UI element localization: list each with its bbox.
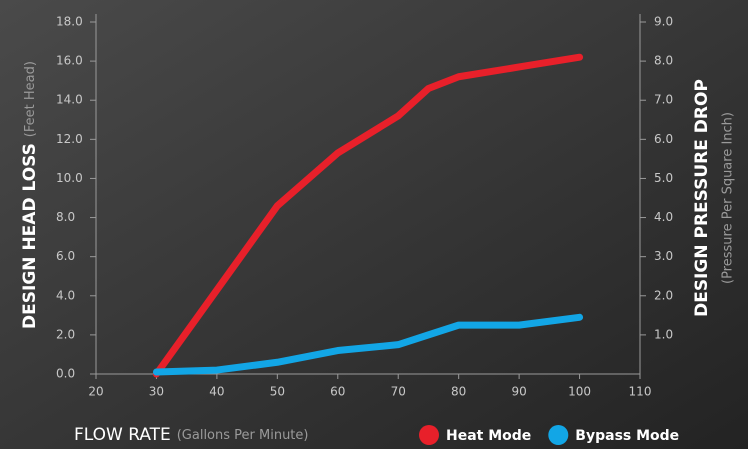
y-tick-label: 10.0 [56, 171, 83, 185]
y-tick-label: 8.0 [56, 210, 75, 224]
x-axis-label: FLOW RATE [74, 425, 171, 445]
y2-tick-label: 2.0 [654, 288, 673, 302]
x-tick-label: 80 [451, 385, 466, 399]
y-axis-label: DESIGN HEAD LOSS [20, 143, 40, 329]
y2-tick-label: 7.0 [654, 93, 673, 107]
y-tick-label: 16.0 [56, 54, 83, 68]
x-tick-label: 20 [88, 385, 103, 399]
y-axis-note: (Feet Head) [23, 61, 38, 137]
x-tick-label: 90 [511, 385, 526, 399]
legend-marker [548, 425, 569, 445]
x-tick-label: 110 [629, 385, 652, 399]
series-line [152, 313, 584, 376]
legend-label: Heat Mode [446, 428, 531, 444]
y2-tick-label: 3.0 [654, 249, 673, 263]
y-tick-label: 12.0 [56, 132, 83, 146]
x-axis-note: (Gallons Per Minute) [177, 428, 309, 443]
y-tick-label: 6.0 [56, 249, 75, 263]
y-tick-label: 14.0 [56, 93, 83, 107]
x-tick-label: 30 [149, 385, 164, 399]
y-tick-label: 18.0 [56, 15, 83, 29]
x-tick-label: 40 [209, 385, 224, 399]
y2-axis-note: (Pressure Per Square Inch) [721, 112, 736, 284]
y2-tick-label: 9.0 [654, 15, 673, 29]
y2-tick-label: 6.0 [654, 132, 673, 146]
series-line [152, 53, 584, 378]
y2-tick-label: 5.0 [654, 171, 673, 185]
legend-marker [419, 425, 439, 445]
y2-tick-label: 8.0 [654, 54, 673, 68]
legend-label: Bypass Mode [575, 428, 679, 444]
x-tick-label: 70 [391, 385, 406, 399]
y2-tick-label: 4.0 [654, 210, 673, 224]
y-axis-title: DESIGN HEAD LOSS (Feet Head) [20, 61, 40, 329]
y-tick-label: 2.0 [56, 327, 75, 341]
x-tick-label: 60 [330, 385, 345, 399]
y-tick-label: 4.0 [56, 288, 75, 302]
y2-axis-title: DESIGN PRESSURE DROP [692, 79, 712, 317]
x-tick-label: 50 [270, 385, 285, 399]
y2-tick-label: 1.0 [654, 327, 673, 341]
x-axis-title: FLOW RATE (Gallons Per Minute) [74, 425, 308, 445]
x-tick-label: 100 [568, 385, 591, 399]
y2-axis-label: DESIGN PRESSURE DROP [692, 79, 712, 317]
y-tick-label: 0.0 [56, 367, 75, 381]
